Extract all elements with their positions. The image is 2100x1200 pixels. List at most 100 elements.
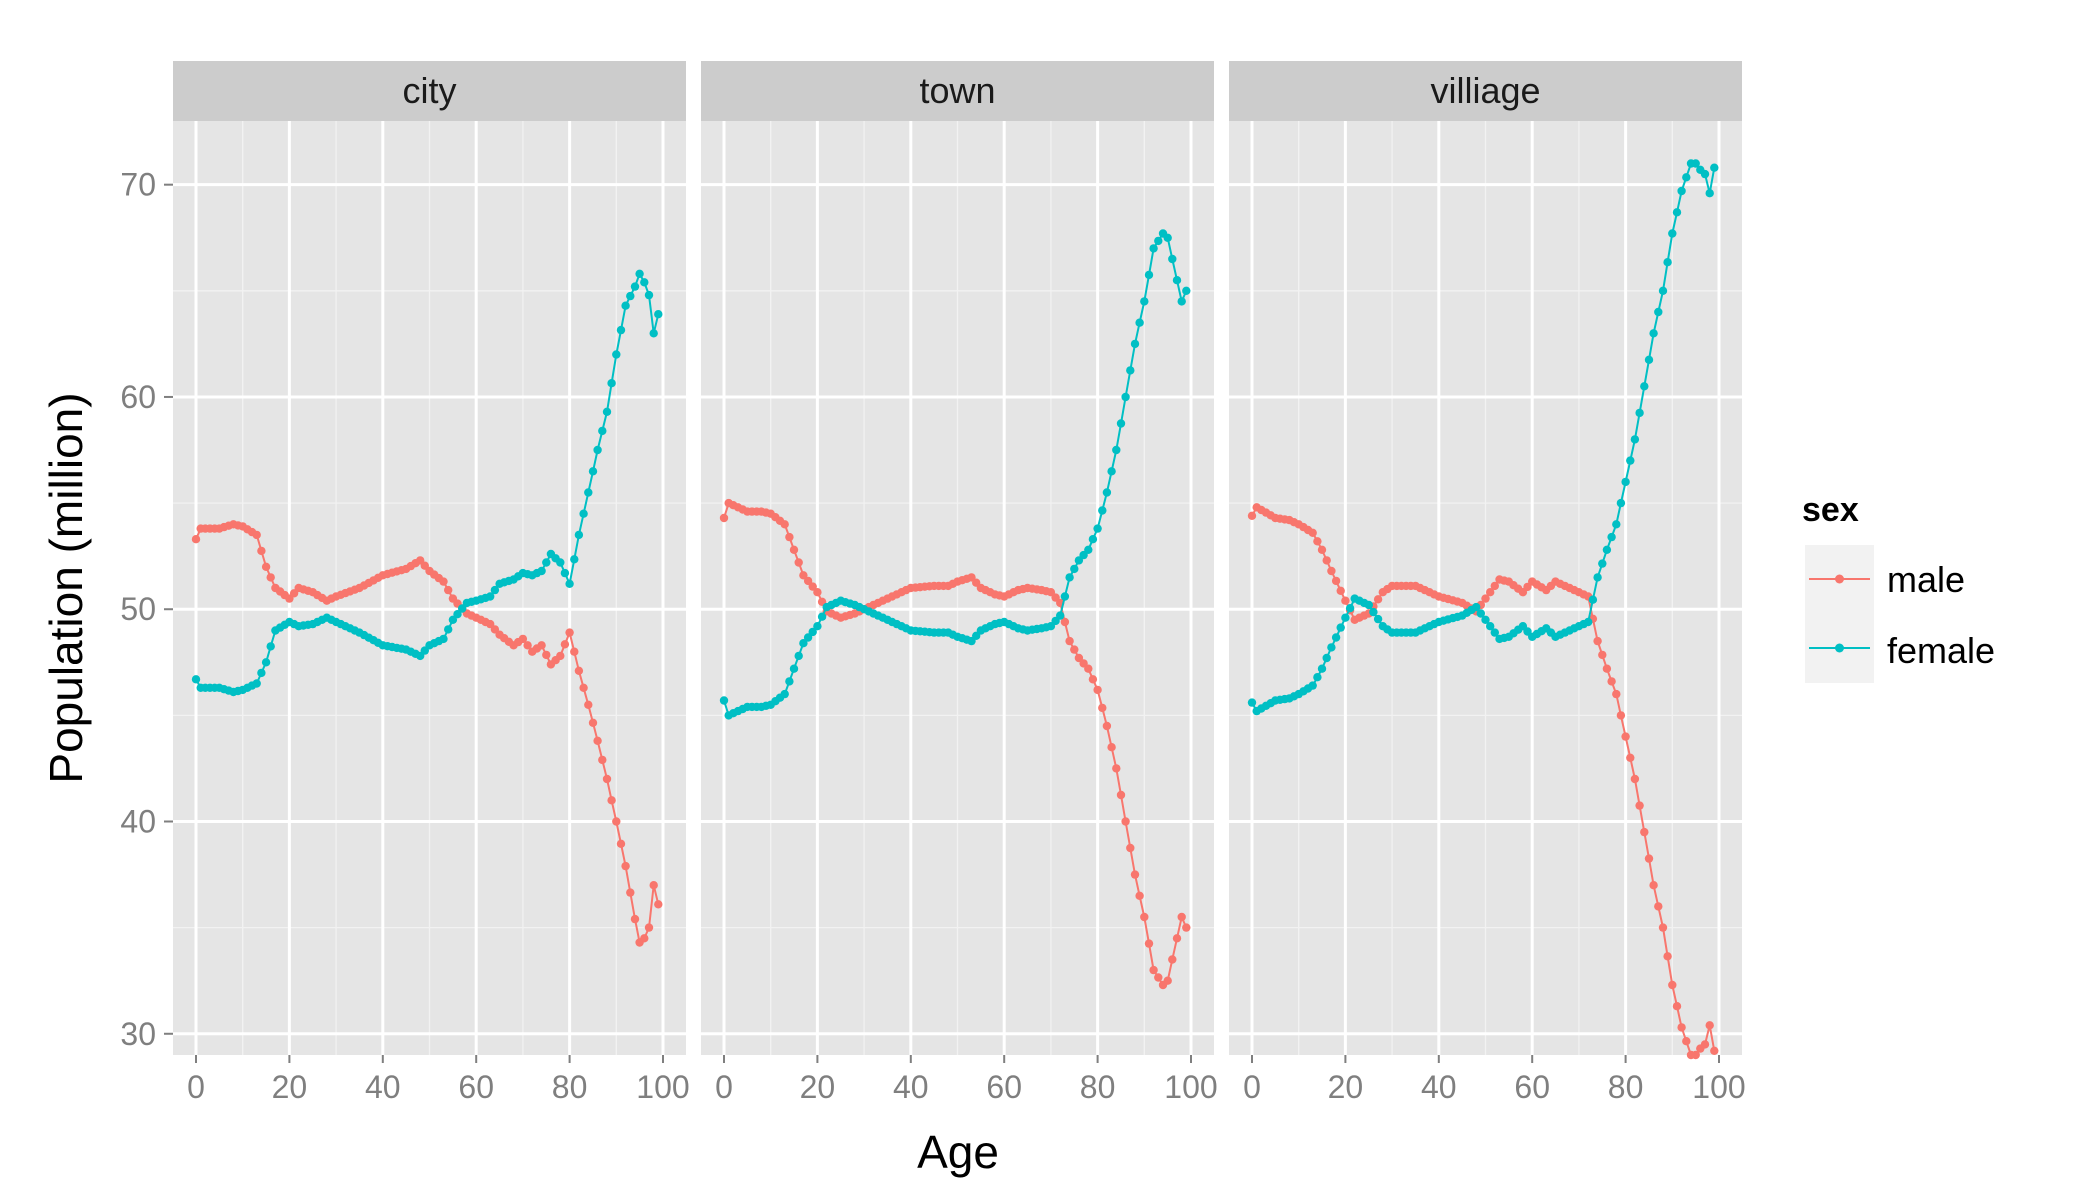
data-point-female — [1607, 532, 1616, 542]
data-point-male — [1331, 576, 1341, 586]
data-point-male — [1322, 556, 1331, 565]
data-point-male — [1144, 939, 1154, 948]
data-point-female — [1116, 419, 1126, 428]
data-point-male — [1705, 1021, 1714, 1030]
data-point-male — [1663, 952, 1672, 961]
data-point-male — [570, 647, 579, 656]
data-point-male — [266, 573, 275, 582]
legend: sex male female — [1802, 491, 1995, 683]
data-point-female — [1322, 653, 1331, 663]
data-point-female — [1621, 477, 1630, 487]
data-point-male — [1602, 664, 1612, 673]
data-point-male — [1327, 566, 1336, 576]
data-point-male — [257, 546, 266, 556]
data-point-male — [607, 796, 616, 805]
data-point-male — [1154, 973, 1163, 982]
legend-item-female: female — [1805, 614, 1995, 683]
data-point-female — [1060, 592, 1070, 601]
data-point-male — [794, 558, 803, 567]
data-point-female — [1135, 318, 1144, 327]
data-point-female — [813, 622, 822, 631]
data-point-male — [1313, 537, 1322, 546]
data-point-male — [813, 588, 822, 597]
series-female — [191, 269, 663, 697]
legend-item-male: male — [1805, 545, 1965, 614]
data-point-male — [537, 641, 546, 650]
facet-strip-label: town — [919, 70, 995, 111]
data-point-female — [1658, 286, 1668, 295]
data-point-male — [444, 585, 453, 595]
data-point-male — [560, 640, 570, 649]
data-point-female — [1654, 307, 1663, 317]
data-point-female — [257, 668, 266, 678]
data-point-male — [584, 700, 593, 709]
data-point-female — [1649, 329, 1658, 338]
x-tick-label: 20 — [1328, 1069, 1364, 1105]
data-point-female — [1486, 622, 1495, 631]
data-point-male — [542, 650, 551, 660]
data-point-male — [808, 582, 817, 591]
data-point-female — [560, 568, 570, 578]
data-point-female — [1710, 163, 1719, 172]
data-point-male — [439, 577, 448, 586]
data-point-female — [602, 407, 612, 416]
data-point-female — [1112, 445, 1121, 455]
data-point-male — [1107, 743, 1116, 752]
data-point-female — [1070, 564, 1079, 574]
data-point-female — [1121, 392, 1130, 402]
data-point-male — [1612, 689, 1621, 699]
data-point-female — [1172, 276, 1182, 285]
data-point-female — [1584, 617, 1593, 627]
x-tick-label: 80 — [552, 1069, 588, 1105]
data-point-female — [1588, 595, 1598, 604]
x-tick-label: 60 — [986, 1069, 1022, 1105]
data-point-female — [1341, 613, 1350, 622]
legend-swatch-female-point — [1835, 643, 1844, 653]
data-point-male — [1691, 1050, 1700, 1060]
facet-strip-label: villiage — [1430, 70, 1540, 111]
data-point-female — [719, 696, 729, 705]
data-point-male — [1102, 721, 1112, 731]
data-point-male — [565, 628, 574, 637]
facet-panel-villiage: villiage 0 20 40 60 80 100 — [1229, 61, 1746, 1105]
data-point-male — [1635, 801, 1644, 810]
data-point-female — [570, 555, 579, 564]
data-point-female — [537, 566, 546, 576]
facet-strip — [173, 61, 686, 121]
x-tick-label: 100 — [1692, 1069, 1745, 1105]
data-point-female — [458, 604, 467, 613]
data-point-male — [1649, 881, 1658, 890]
data-point-female — [1593, 573, 1602, 582]
data-point-male — [616, 839, 626, 848]
data-point-male — [785, 532, 794, 542]
data-point-female — [817, 612, 827, 621]
data-point-male — [1644, 854, 1654, 863]
data-point-male — [1341, 596, 1350, 605]
data-point-female — [654, 310, 663, 319]
data-point-male — [1140, 912, 1149, 922]
data-point-female — [1331, 633, 1341, 642]
data-point-male — [654, 900, 663, 909]
series-male — [191, 520, 663, 947]
data-point-female — [649, 329, 658, 338]
data-point-female — [1130, 339, 1140, 349]
x-tick-label: 40 — [1421, 1069, 1457, 1105]
data-point-female — [808, 627, 817, 637]
legend-label-male: male — [1887, 559, 1965, 600]
data-point-female — [1472, 602, 1481, 612]
data-point-male — [630, 914, 640, 924]
data-point-male — [1668, 980, 1677, 990]
data-point-male — [574, 666, 584, 675]
data-point-male — [1336, 586, 1345, 595]
data-point-male — [1130, 870, 1140, 879]
data-point-female — [1369, 607, 1378, 617]
data-point-female — [1682, 173, 1691, 182]
data-point-male — [644, 923, 654, 932]
data-point-female — [542, 558, 551, 567]
data-point-male — [1682, 1037, 1691, 1046]
y-axis: 30 40 50 60 70 — [120, 167, 173, 1052]
data-point-female — [1672, 208, 1682, 217]
x-axis-title: Age — [917, 1126, 999, 1178]
data-point-female — [1663, 258, 1672, 267]
